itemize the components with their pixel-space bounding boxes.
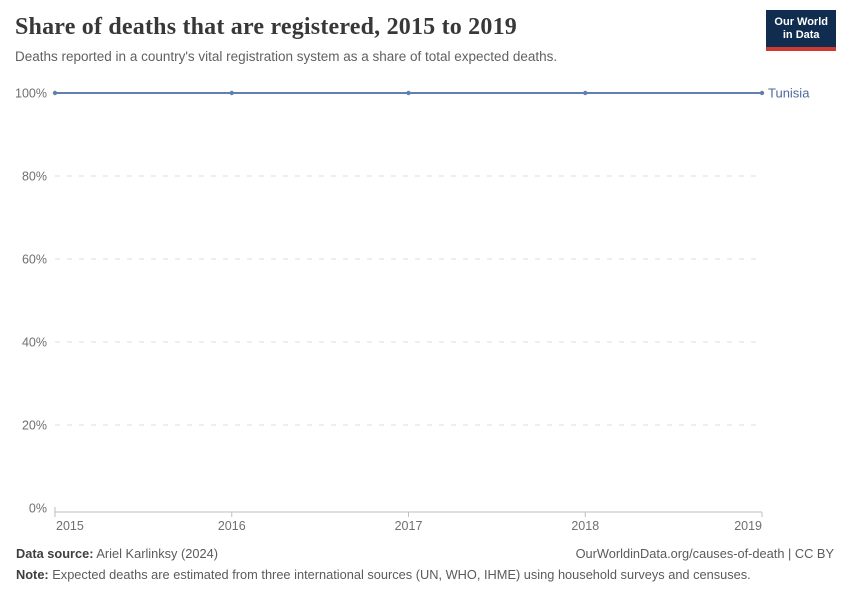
note-value: Expected deaths are estimated from three… (48, 567, 751, 582)
data-source-value: Ariel Karlinksy (2024) (93, 546, 218, 561)
y-axis-tick-label: 60% (22, 253, 47, 267)
x-axis-tick-label: 2015 (56, 519, 84, 533)
attribution-link[interactable]: OurWorldinData.org/causes-of-death | CC … (575, 546, 834, 561)
x-axis-tick-label: 2017 (395, 519, 423, 533)
y-axis-tick-label: 80% (22, 170, 47, 184)
data-source-label: Data source: (16, 546, 94, 561)
chart-subtitle: Deaths reported in a country's vital reg… (15, 49, 558, 64)
note-line: Note: Expected deaths are estimated from… (16, 567, 834, 582)
x-axis-tick-label: 2018 (571, 519, 599, 533)
data-point[interactable] (52, 90, 58, 96)
series-label-tunisia[interactable]: Tunisia (768, 86, 810, 101)
x-axis-tick-label: 2019 (734, 519, 762, 533)
y-axis-tick-label: 20% (22, 419, 47, 433)
owid-logo-line1: Our World (774, 16, 828, 28)
chart-header: Share of deaths that are registered, 201… (15, 14, 760, 64)
chart-footer: Data source: Ariel Karlinksy (2024) OurW… (16, 546, 834, 582)
data-point[interactable] (759, 90, 765, 96)
data-point[interactable] (406, 90, 411, 96)
data-source-line: Data source: Ariel Karlinksy (2024) (16, 546, 218, 561)
owid-logo[interactable]: Our World in Data (766, 10, 836, 52)
page-title: Share of deaths that are registered, 201… (15, 14, 517, 40)
y-axis-tick-label: 100% (15, 87, 47, 101)
data-point[interactable] (229, 90, 234, 96)
y-axis-tick-label: 40% (22, 336, 47, 350)
x-axis-tick-label: 2016 (218, 519, 246, 533)
data-point[interactable] (583, 90, 588, 96)
note-label: Note: (16, 567, 49, 582)
owid-logo-line2: in Data (782, 29, 820, 42)
y-axis-tick-label: 0% (29, 502, 47, 516)
